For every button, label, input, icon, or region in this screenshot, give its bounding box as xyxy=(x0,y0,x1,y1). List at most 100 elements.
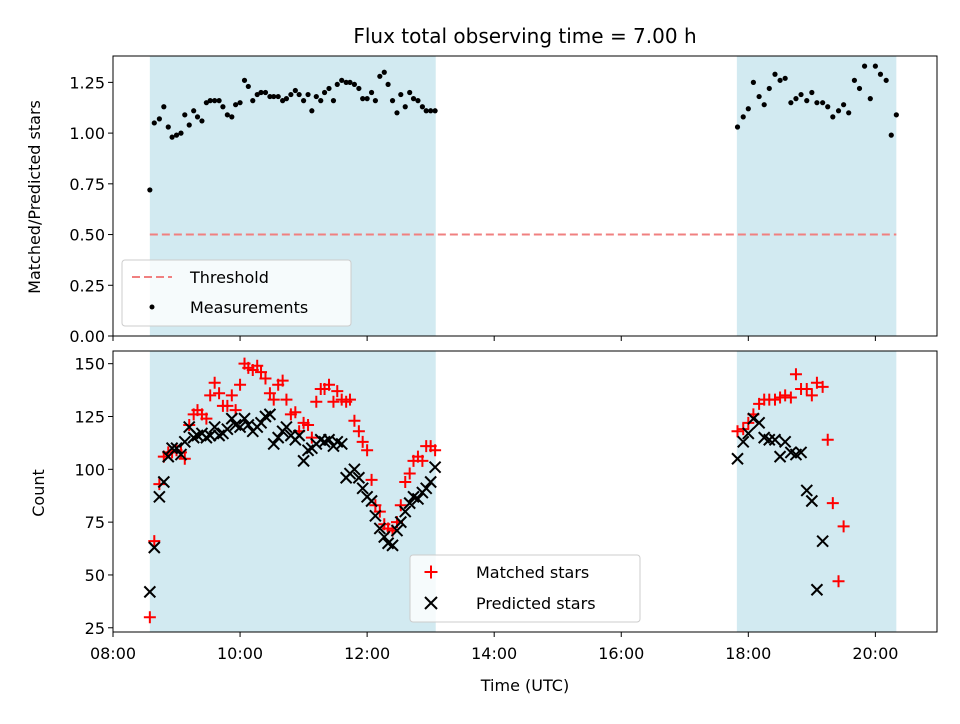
predicted-star-point xyxy=(153,490,166,503)
measurement-point xyxy=(835,108,842,114)
measurement-point xyxy=(389,98,396,104)
measurement-point xyxy=(772,71,778,77)
count-legend: Matched stars Predicted stars xyxy=(409,554,641,623)
predicted-star-point xyxy=(800,484,813,497)
measurement-point xyxy=(267,93,273,100)
count-window-0 xyxy=(149,351,436,632)
measurement-point xyxy=(740,114,746,120)
matched-star-point xyxy=(200,412,213,425)
measurement-point xyxy=(309,108,315,114)
measurement-point xyxy=(861,63,868,69)
measurement-point xyxy=(258,89,264,96)
legend-measurements-swatch xyxy=(149,304,155,310)
measurement-point xyxy=(846,110,852,116)
measurement-point xyxy=(856,85,863,92)
count-frame xyxy=(112,350,938,633)
measurement-point xyxy=(233,102,239,108)
ratio-panel: 0.00 0.25 0.50 0.75 1.00 1.25 xyxy=(69,55,938,346)
matched-star-point xyxy=(816,380,829,393)
measurement-point xyxy=(381,69,387,75)
measurement-point xyxy=(777,77,783,83)
measurement-point xyxy=(245,83,251,90)
matched-star-point xyxy=(821,433,834,446)
bottom-ylabel: Count xyxy=(29,469,48,517)
predicted-star-point xyxy=(348,463,361,476)
measurement-point xyxy=(173,132,180,138)
measurement-point xyxy=(745,106,751,112)
measurement-point xyxy=(191,108,197,114)
matched-star-point xyxy=(779,389,792,402)
matched-star-point xyxy=(310,395,323,408)
predicted-star-point xyxy=(365,494,378,508)
predicted-star-point xyxy=(292,429,306,442)
predicted-star-point xyxy=(763,433,776,446)
measurement-point xyxy=(734,124,741,130)
matched-star-point xyxy=(305,431,318,444)
measurement-point xyxy=(212,98,218,104)
measurement-point xyxy=(372,98,378,104)
matched-star-point xyxy=(403,467,416,480)
predicted-star-point xyxy=(178,435,191,449)
predicted-star-point xyxy=(773,450,787,463)
predicted-star-point xyxy=(420,482,433,495)
predicted-star-point xyxy=(335,437,348,451)
measurement-point xyxy=(756,93,762,100)
matched-star-point xyxy=(731,425,744,438)
matched-star-point xyxy=(263,387,276,400)
measurement-point xyxy=(407,89,413,96)
predicted-star-point xyxy=(148,541,161,554)
predicted-star-point xyxy=(411,492,425,506)
matched-star-point xyxy=(143,611,156,624)
count-ytick-label-2: 75 xyxy=(85,513,105,532)
measurement-point xyxy=(798,91,804,98)
predicted-star-point xyxy=(752,416,766,430)
xtick-label-3: 14:00 xyxy=(471,644,517,663)
predicted-star-point xyxy=(143,585,157,599)
measurement-point xyxy=(178,130,184,136)
predicted-star-point xyxy=(794,446,808,459)
measurement-point xyxy=(254,91,260,98)
xtick-label-6: 20:00 xyxy=(852,644,898,663)
matched-star-point xyxy=(221,399,234,412)
matched-star-point xyxy=(213,387,226,400)
matched-star-point xyxy=(768,393,781,406)
measurement-point xyxy=(262,89,269,96)
predicted-star-point xyxy=(737,435,750,449)
xtick-label-0: 08:00 xyxy=(90,644,136,663)
measurement-point xyxy=(893,112,899,118)
predicted-star-point xyxy=(810,583,824,596)
measurement-point xyxy=(207,98,213,104)
measurement-point xyxy=(419,104,425,110)
legend-predicted-label: Predicted stars xyxy=(476,594,596,613)
matched-star-point xyxy=(183,418,196,431)
measurement-point xyxy=(394,110,400,116)
measurement-point xyxy=(271,93,277,100)
xtick-label-4: 16:00 xyxy=(598,644,644,663)
matched-star-point xyxy=(348,414,361,427)
measurement-point xyxy=(750,79,756,85)
measurement-point xyxy=(182,112,188,118)
predicted-star-point xyxy=(747,412,760,425)
count-panel: 25 50 75 100 125 150 08:00 10:00 12:00 14:00 16:00… xyxy=(74,350,938,663)
matched-star-point xyxy=(280,393,293,406)
matched-star-point xyxy=(399,475,412,488)
measurement-point xyxy=(761,102,767,108)
predicted-star-point xyxy=(242,418,255,432)
measurement-point xyxy=(368,89,375,96)
predicted-star-point xyxy=(373,522,387,535)
measurement-point xyxy=(147,187,153,193)
legend-threshold-label: Threshold xyxy=(189,268,269,287)
measurement-point xyxy=(343,79,349,85)
matched-star-point xyxy=(331,385,344,398)
measurement-point xyxy=(241,77,248,83)
measurement-point xyxy=(330,98,337,104)
predicted-star-point xyxy=(805,494,819,508)
ratio-frame xyxy=(112,55,938,337)
measurement-point xyxy=(326,85,332,92)
measurement-point xyxy=(339,77,345,83)
measurement-point xyxy=(820,100,826,106)
predicted-star-point xyxy=(174,448,188,461)
matched-star-point xyxy=(789,368,802,381)
count-ytick-label-3: 100 xyxy=(74,460,105,479)
predicted-star-point xyxy=(280,420,293,434)
